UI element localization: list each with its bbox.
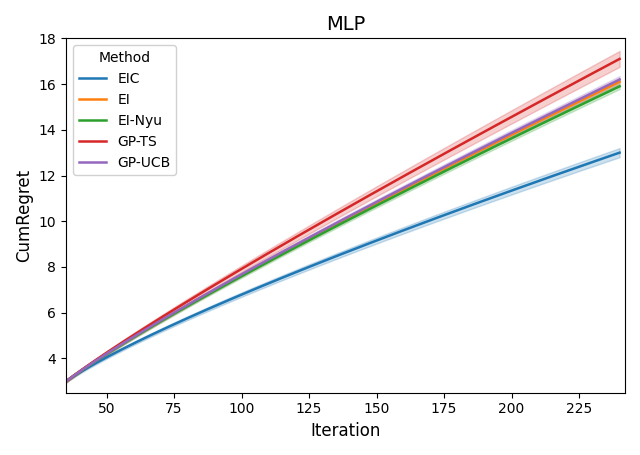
GP-TS	[390, 179, 397, 184]
EI-Nyu	[64, 377, 72, 383]
GP-UCB	[62, 379, 70, 384]
GP-UCB	[529, 120, 536, 125]
GP-UCB	[401, 185, 409, 190]
EIC	[401, 227, 409, 233]
GP-UCB	[64, 377, 72, 383]
EI-Nyu	[392, 193, 399, 198]
GP-TS	[62, 379, 70, 384]
Legend: EIC, EI, EI-Nyu, GP-TS, GP-UCB: EIC, EI, EI-Nyu, GP-TS, GP-UCB	[73, 46, 176, 175]
EI-Nyu	[564, 108, 572, 114]
EIC	[616, 150, 623, 155]
EI-Nyu	[401, 188, 409, 194]
Line: EI-Nyu: EI-Nyu	[66, 86, 620, 381]
EI	[392, 191, 399, 196]
GP-UCB	[390, 190, 397, 196]
GP-TS	[392, 178, 399, 183]
EIC	[392, 231, 399, 236]
EIC	[529, 180, 536, 186]
EI-Nyu	[390, 194, 397, 199]
GP-UCB	[616, 77, 623, 82]
GP-TS	[64, 377, 72, 383]
GP-TS	[401, 173, 409, 178]
GP-TS	[616, 56, 623, 61]
EI	[529, 121, 536, 127]
X-axis label: Iteration: Iteration	[310, 422, 381, 440]
Line: EIC: EIC	[66, 152, 620, 381]
GP-UCB	[392, 189, 399, 195]
EI	[64, 377, 72, 383]
GP-TS	[529, 103, 536, 108]
EI	[62, 379, 70, 384]
Line: GP-TS: GP-TS	[66, 59, 620, 381]
EI	[390, 192, 397, 197]
EI	[564, 104, 572, 110]
EI-Nyu	[62, 379, 70, 384]
EI	[616, 79, 623, 85]
Line: EI: EI	[66, 82, 620, 381]
EI-Nyu	[616, 84, 623, 89]
GP-UCB	[564, 102, 572, 108]
EIC	[390, 231, 397, 237]
EIC	[64, 377, 72, 383]
EIC	[62, 379, 70, 384]
Title: MLP: MLP	[326, 15, 365, 34]
Line: GP-UCB: GP-UCB	[66, 80, 620, 381]
EI-Nyu	[529, 126, 536, 131]
GP-TS	[564, 84, 572, 89]
EIC	[564, 168, 572, 173]
EI	[401, 186, 409, 191]
Y-axis label: CumRegret: CumRegret	[15, 169, 33, 262]
